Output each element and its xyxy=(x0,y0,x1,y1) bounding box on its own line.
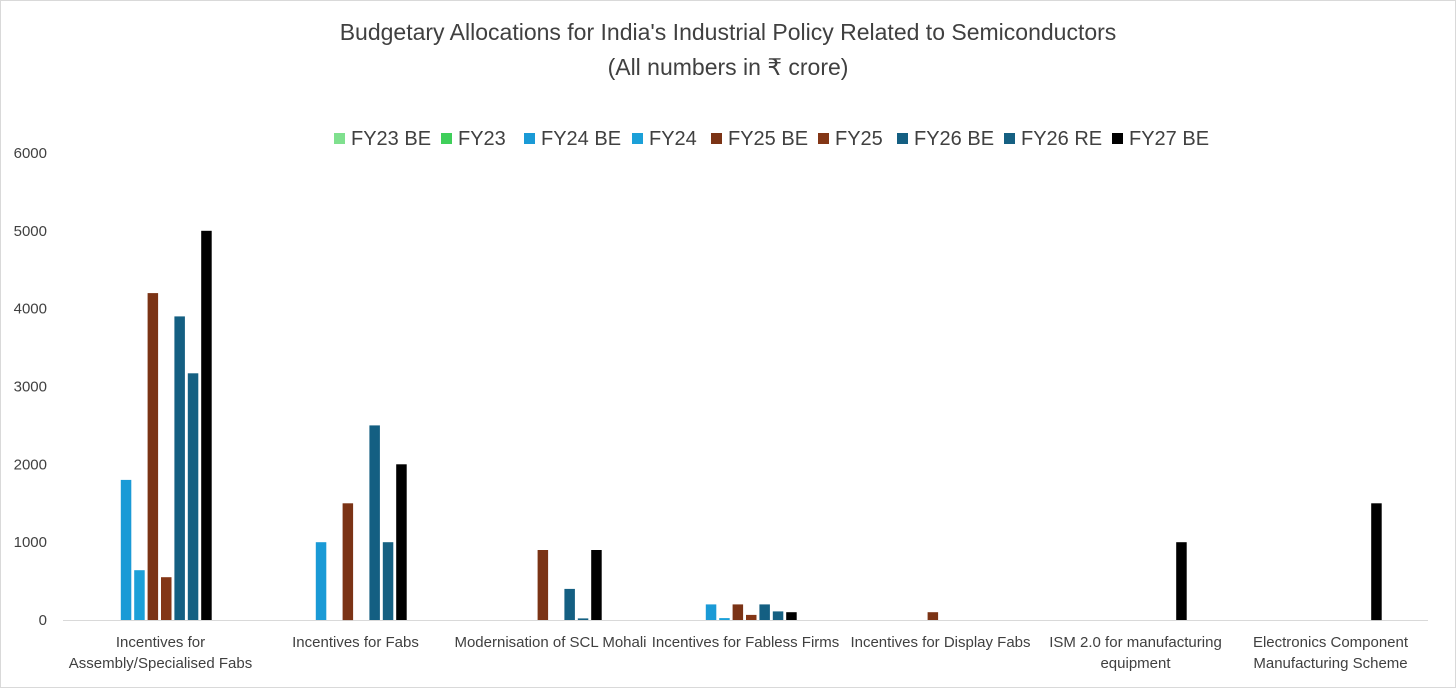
legend-label: FY26 RE xyxy=(1021,128,1102,150)
legend-label: FY27 BE xyxy=(1129,128,1209,150)
y-tick-label: 4000 xyxy=(14,301,47,318)
legend-swatch xyxy=(711,133,722,144)
legend-label: FY25 xyxy=(835,128,883,150)
legend-swatch xyxy=(334,133,345,144)
bar-fy25 xyxy=(746,614,757,620)
bar-fy25-be xyxy=(927,612,939,620)
legend-label: FY24 xyxy=(649,128,697,150)
bar-fy26-be xyxy=(174,316,185,620)
bar-fy27-be xyxy=(591,550,602,620)
bar-fy26-re xyxy=(577,618,589,620)
x-category-label: Incentives for Display Fabs xyxy=(850,634,1030,651)
y-tick-label: 1000 xyxy=(14,534,47,551)
bar-fy25 xyxy=(161,577,172,620)
bar-fy24-be xyxy=(315,542,327,620)
bar-fy24-be xyxy=(120,479,132,620)
bar-fy24 xyxy=(134,570,145,620)
bar-fy26-re xyxy=(187,373,199,620)
legend-swatch xyxy=(524,133,535,144)
x-category-label: ISM 2.0 for manufacturing equipment xyxy=(1049,634,1222,672)
bar-fy26-re xyxy=(382,542,394,620)
x-category-label: Incentives for Fabless Firms xyxy=(652,634,840,651)
legend-label: FY24 BE xyxy=(541,128,621,150)
legend-swatch xyxy=(632,133,643,144)
legend-swatch xyxy=(1112,133,1123,144)
bar-fy27-be xyxy=(786,612,797,620)
bar-fy26-be xyxy=(369,425,380,620)
legend-swatch xyxy=(1004,133,1015,144)
bar-fy25-be xyxy=(342,503,354,621)
legend-swatch xyxy=(818,133,829,144)
y-tick-label: 5000 xyxy=(14,223,47,240)
bar-fy25-be xyxy=(147,293,159,620)
legend-label: FY23 BE xyxy=(351,128,431,150)
y-tick-label: 3000 xyxy=(14,379,47,396)
bar-fy26-be xyxy=(564,588,575,620)
y-tick-label: 0 xyxy=(39,612,47,629)
x-category-label: Modernisation of SCL Mohali xyxy=(454,634,646,651)
legend-label: FY25 BE xyxy=(728,128,808,150)
chart-subtitle: (All numbers in ₹ crore) xyxy=(607,54,849,80)
bar-fy25-be xyxy=(537,550,549,620)
bar-fy26-be xyxy=(759,604,770,620)
bar-fy27-be xyxy=(1176,542,1187,620)
legend-label: FY23 xyxy=(458,128,506,150)
x-category-label: Incentives for Assembly/Specialised Fabs xyxy=(69,634,252,672)
y-tick-label: 2000 xyxy=(14,456,47,473)
legend-label: FY26 BE xyxy=(914,128,994,150)
bar-fy25-be xyxy=(732,604,744,620)
x-category-label: Incentives for Fabs xyxy=(292,634,419,651)
bar-fy26-re xyxy=(772,611,784,620)
x-category-label: Electronics Component Manufacturing Schem… xyxy=(1253,634,1409,672)
bar-fy27-be xyxy=(1371,503,1382,621)
bar-fy27-be xyxy=(396,464,407,620)
chart-title: Budgetary Allocations for India's Indust… xyxy=(339,19,1117,45)
legend-swatch xyxy=(897,133,908,144)
y-tick-label: 6000 xyxy=(14,145,47,162)
legend-swatch xyxy=(441,133,452,144)
bar-fy27-be xyxy=(201,230,212,621)
bar-fy24 xyxy=(719,618,730,620)
bar-fy24-be xyxy=(705,604,717,620)
